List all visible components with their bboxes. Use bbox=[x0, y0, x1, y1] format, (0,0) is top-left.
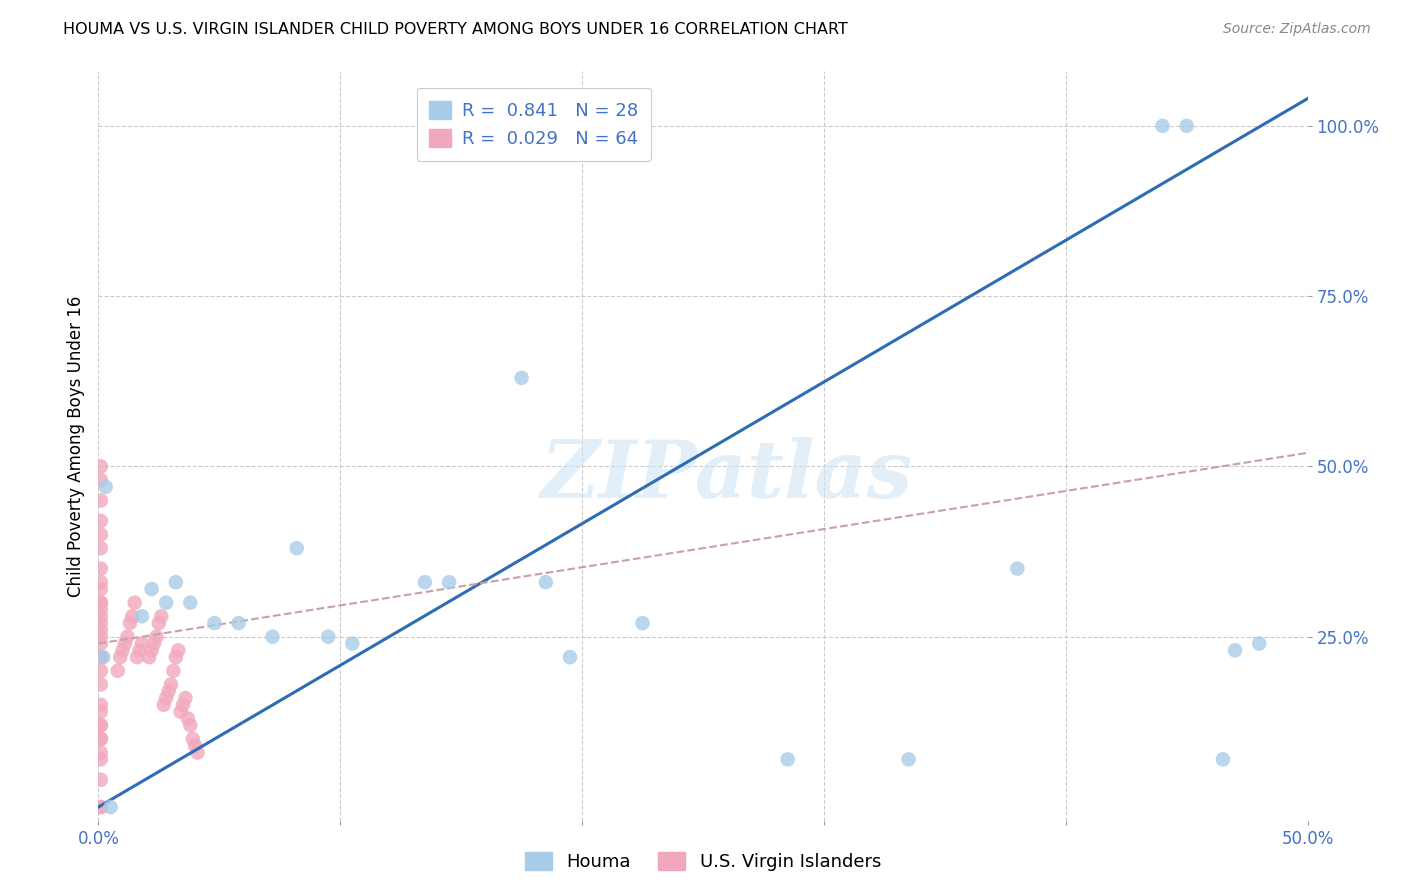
Point bbox=[100, 800, 122, 814]
Point bbox=[90, 731, 112, 746]
Point bbox=[172, 698, 194, 712]
Point bbox=[534, 575, 557, 590]
Point bbox=[90, 514, 112, 528]
Point bbox=[1175, 119, 1198, 133]
Point bbox=[169, 705, 191, 719]
Point bbox=[94, 480, 117, 494]
Point bbox=[413, 575, 436, 590]
Point bbox=[128, 643, 150, 657]
Point bbox=[228, 616, 250, 631]
Point bbox=[437, 575, 460, 590]
Point bbox=[90, 746, 112, 760]
Point bbox=[90, 650, 112, 665]
Point bbox=[1152, 119, 1174, 133]
Point bbox=[179, 718, 201, 732]
Point bbox=[510, 371, 533, 385]
Y-axis label: Child Poverty Among Boys Under 16: Child Poverty Among Boys Under 16 bbox=[66, 295, 84, 597]
Point bbox=[141, 643, 163, 657]
Text: HOUMA VS U.S. VIRGIN ISLANDER CHILD POVERTY AMONG BOYS UNDER 16 CORRELATION CHAR: HOUMA VS U.S. VIRGIN ISLANDER CHILD POVE… bbox=[63, 22, 848, 37]
Point bbox=[177, 711, 200, 725]
Point bbox=[90, 731, 112, 746]
Point bbox=[114, 636, 136, 650]
Point bbox=[124, 596, 146, 610]
Point bbox=[165, 575, 187, 590]
Point bbox=[152, 698, 174, 712]
Point bbox=[108, 650, 131, 665]
Point bbox=[187, 746, 209, 760]
Point bbox=[90, 800, 112, 814]
Point bbox=[90, 493, 112, 508]
Point bbox=[148, 616, 170, 631]
Point bbox=[631, 616, 654, 631]
Point bbox=[90, 718, 112, 732]
Point bbox=[184, 739, 207, 753]
Point bbox=[1212, 752, 1234, 766]
Point bbox=[897, 752, 920, 766]
Legend: R =  0.841   N = 28, R =  0.029   N = 64: R = 0.841 N = 28, R = 0.029 N = 64 bbox=[416, 88, 651, 161]
Point bbox=[90, 602, 112, 616]
Point bbox=[90, 800, 112, 814]
Point bbox=[558, 650, 581, 665]
Point bbox=[117, 630, 139, 644]
Point bbox=[1007, 561, 1029, 575]
Point bbox=[90, 575, 112, 590]
Point bbox=[90, 636, 112, 650]
Legend: Houma, U.S. Virgin Islanders: Houma, U.S. Virgin Islanders bbox=[517, 845, 889, 879]
Point bbox=[90, 582, 112, 596]
Point bbox=[131, 636, 153, 650]
Point bbox=[316, 630, 339, 644]
Point bbox=[131, 609, 153, 624]
Point bbox=[111, 643, 134, 657]
Point bbox=[138, 650, 160, 665]
Point bbox=[165, 650, 187, 665]
Point bbox=[181, 731, 204, 746]
Point bbox=[90, 473, 112, 487]
Point bbox=[90, 623, 112, 637]
Point bbox=[90, 664, 112, 678]
Point bbox=[145, 630, 167, 644]
Point bbox=[107, 664, 129, 678]
Point bbox=[90, 752, 112, 766]
Point bbox=[285, 541, 308, 556]
Point bbox=[90, 718, 112, 732]
Point bbox=[90, 609, 112, 624]
Point bbox=[90, 459, 112, 474]
Text: Source: ZipAtlas.com: Source: ZipAtlas.com bbox=[1223, 22, 1371, 37]
Point bbox=[90, 596, 112, 610]
Point bbox=[155, 596, 177, 610]
Point bbox=[155, 691, 177, 706]
Point bbox=[1223, 643, 1246, 657]
Point bbox=[90, 705, 112, 719]
Point bbox=[90, 772, 112, 787]
Point bbox=[776, 752, 799, 766]
Point bbox=[90, 561, 112, 575]
Point bbox=[118, 616, 141, 631]
Point bbox=[91, 650, 114, 665]
Point bbox=[160, 677, 183, 691]
Point bbox=[204, 616, 226, 631]
Point bbox=[127, 650, 149, 665]
Text: ZIPatlas: ZIPatlas bbox=[541, 437, 914, 515]
Point bbox=[90, 616, 112, 631]
Point bbox=[143, 636, 166, 650]
Point bbox=[157, 684, 180, 698]
Point bbox=[262, 630, 284, 644]
Point bbox=[162, 664, 184, 678]
Point bbox=[150, 609, 173, 624]
Point bbox=[179, 596, 201, 610]
Point bbox=[342, 636, 364, 650]
Point bbox=[90, 630, 112, 644]
Point bbox=[90, 650, 112, 665]
Point bbox=[141, 582, 163, 596]
Point bbox=[90, 527, 112, 541]
Point bbox=[90, 541, 112, 556]
Point bbox=[90, 596, 112, 610]
Point bbox=[90, 677, 112, 691]
Point bbox=[174, 691, 197, 706]
Point bbox=[1249, 636, 1271, 650]
Point bbox=[90, 698, 112, 712]
Point bbox=[121, 609, 143, 624]
Point bbox=[167, 643, 190, 657]
